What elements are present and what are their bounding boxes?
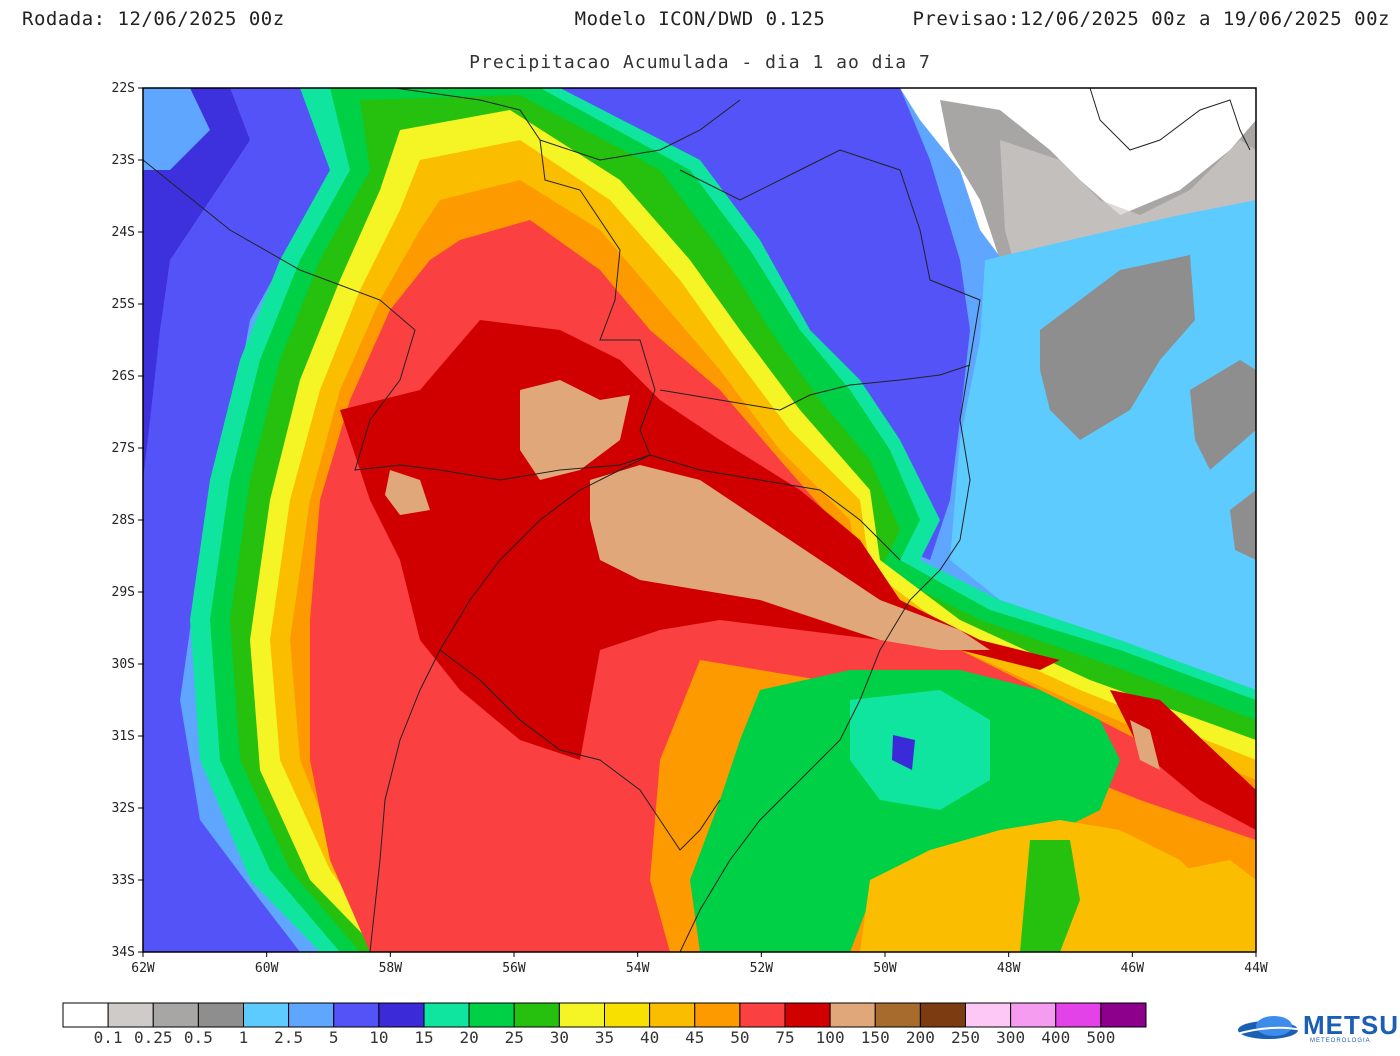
legend-swatch — [197, 1002, 244, 1028]
legend-swatch — [288, 1002, 335, 1028]
legend-swatch — [649, 1002, 696, 1028]
legend-label: 75 — [775, 1028, 795, 1047]
lon-tick-label: 46W — [1121, 961, 1145, 976]
lat-tick-label: 28S — [112, 513, 135, 528]
lon-tick-label: 44W — [1244, 961, 1268, 976]
lat-tick-label: 30S — [112, 657, 135, 672]
legend-swatch — [965, 1002, 1012, 1028]
legend-swatch — [604, 1002, 651, 1028]
legend-swatch — [874, 1002, 921, 1028]
lat-tick-label: 32S — [112, 801, 135, 816]
model-name: Modelo ICON/DWD 0.125 — [574, 8, 826, 30]
lon-tick-label: 62W — [131, 961, 155, 976]
legend-label: 0.25 — [133, 1028, 173, 1047]
legend-label: 250 — [951, 1028, 980, 1047]
legend-swatch — [919, 1002, 966, 1028]
lon-tick-label: 50W — [873, 961, 897, 976]
lat-tick-label: 22S — [112, 81, 135, 96]
legend-label: 150 — [860, 1028, 890, 1047]
political-borders — [143, 88, 1251, 952]
lon-tick-label: 52W — [750, 961, 774, 976]
lon-tick-label: 56W — [502, 961, 526, 976]
legend-label: 10 — [369, 1028, 389, 1047]
lat-tick-label: 31S — [112, 729, 135, 744]
legend-swatch — [378, 1002, 425, 1028]
forecast-label: Previsao: — [912, 8, 1020, 30]
legend-swatch — [1055, 1002, 1102, 1028]
legend-label: 0.1 — [93, 1028, 123, 1047]
lon-tick-label: 58W — [379, 961, 403, 976]
legend-swatch — [739, 1002, 786, 1028]
map-subtitle: Precipitacao Acumulada - dia 1 ao dia 7 — [469, 52, 931, 73]
lat-tick-label: 23S — [112, 153, 135, 168]
legend-label: 50 — [730, 1028, 750, 1047]
legend-label: 20 — [459, 1028, 479, 1047]
legend-label: 400 — [1041, 1028, 1071, 1047]
precip-field — [143, 88, 1256, 952]
lat-tick-label: 33S — [112, 873, 135, 888]
lat-tick-label: 25S — [112, 297, 135, 312]
run-value: 12/06/2025 00z — [117, 8, 285, 30]
legend-label: 25 — [504, 1028, 524, 1047]
lat-tick-label: 26S — [112, 369, 135, 384]
lat-tick-label: 27S — [112, 441, 135, 456]
legend-label: 15 — [414, 1028, 434, 1047]
legend-label: 5 — [328, 1028, 339, 1047]
legend-label: 100 — [815, 1028, 845, 1047]
metsul-logo-subtitle: METEOROLOGIA — [1310, 1038, 1371, 1044]
forecast-info: Previsao:12/06/2025 00z a 19/06/2025 00z — [912, 8, 1390, 30]
legend-swatch — [107, 1002, 154, 1028]
metsul-logo-text: METSUL — [1303, 1010, 1400, 1040]
lon-tick-label: 54W — [626, 961, 650, 976]
legend-swatch — [423, 1002, 470, 1028]
lon-tick-label: 60W — [255, 961, 279, 976]
legend-swatch — [1100, 1002, 1147, 1028]
legend-label: 500 — [1086, 1028, 1116, 1047]
legend-label: 300 — [996, 1028, 1026, 1047]
metsul-logo-icon — [1236, 1016, 1303, 1039]
legend-swatch — [62, 1002, 109, 1028]
run-info: Rodada: 12/06/2025 00z — [22, 8, 285, 30]
legend-label: 0.5 — [183, 1028, 213, 1047]
lat-tick-label: 24S — [112, 225, 135, 240]
legend-label: 35 — [594, 1028, 615, 1047]
color-legend: 0.1 0.25 0.5 1 2.5 5 10 15 20 25 30 35 40 45 50 75 100 15… — [62, 1002, 1147, 1048]
legend-label: 200 — [905, 1028, 935, 1047]
legend-label: 1 — [238, 1028, 249, 1047]
legend-swatch — [1010, 1002, 1057, 1028]
lat-tick-label: 29S — [112, 585, 135, 600]
forecast-value: 12/06/2025 00z a 19/06/2025 00z — [1019, 8, 1390, 30]
legend-label: 45 — [685, 1028, 705, 1047]
legend-swatch — [333, 1002, 380, 1028]
legend-swatch — [513, 1002, 560, 1028]
legend-label: 2.5 — [274, 1028, 304, 1047]
legend-swatch — [784, 1002, 831, 1028]
run-label: Rodada: — [22, 8, 106, 30]
legend-swatch — [468, 1002, 515, 1028]
legend-swatch — [694, 1002, 741, 1028]
legend-label: 40 — [639, 1028, 660, 1047]
legend-swatch — [829, 1002, 876, 1028]
legend-swatch — [243, 1002, 290, 1028]
lat-tick-label: 34S — [112, 945, 135, 960]
lon-tick-label: 48W — [997, 961, 1021, 976]
legend-label: 30 — [549, 1028, 570, 1047]
legend-swatch — [152, 1002, 199, 1028]
legend-swatch — [558, 1002, 605, 1028]
